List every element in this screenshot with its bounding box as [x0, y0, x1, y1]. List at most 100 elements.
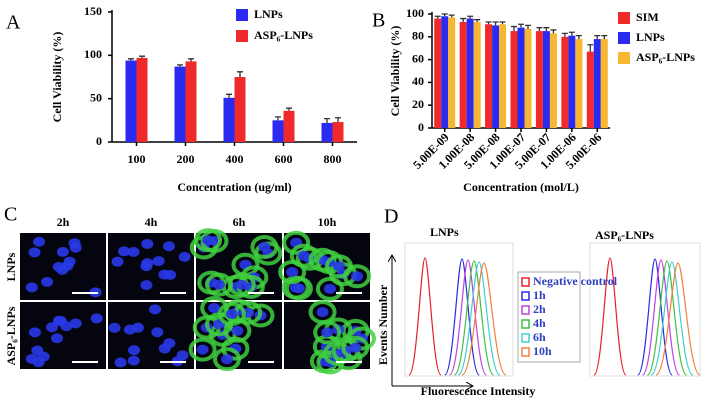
flow-histograms	[392, 242, 701, 386]
cytoplasm	[313, 320, 342, 345]
bar	[283, 110, 295, 142]
bar	[542, 31, 550, 129]
panel-letter: B	[372, 10, 385, 32]
histogram-curve	[449, 259, 487, 376]
error-bar	[511, 25, 517, 32]
error-bar	[335, 117, 341, 123]
nucleus	[332, 261, 345, 272]
x-tick-label: 800	[324, 152, 342, 166]
error-bar	[474, 19, 481, 22]
legend-swatch	[618, 32, 630, 44]
nucleus	[162, 241, 175, 252]
error-bar	[441, 13, 448, 17]
legend-label: 1h	[533, 288, 546, 302]
bar	[332, 122, 344, 142]
histogram-title: ASP₆-LNPs	[595, 228, 654, 242]
nucleus	[196, 344, 209, 355]
error-bar	[575, 35, 582, 40]
bar	[499, 24, 507, 128]
legend-label: 6h	[533, 330, 546, 344]
time-label: 4h	[145, 215, 158, 229]
panel-letter: D	[384, 206, 398, 228]
bar	[535, 31, 543, 129]
legend-swatch	[618, 12, 630, 24]
error-bar	[601, 35, 608, 40]
legend-label: ASP₆-LNPs	[254, 28, 313, 42]
nucleus	[176, 350, 189, 361]
nucleus	[152, 256, 165, 267]
error-bar	[550, 29, 557, 34]
bar	[223, 97, 235, 142]
error-bar	[536, 27, 543, 32]
histogram-curve	[408, 257, 442, 376]
y-tick-label: 0	[418, 120, 424, 134]
y-tick-label: 100	[84, 47, 102, 61]
error-bar	[286, 107, 292, 111]
x-tick-label: 400	[226, 152, 244, 166]
bar	[600, 39, 608, 128]
cytoplasm	[200, 296, 229, 321]
y-axis-label: Cell Viability (%)	[388, 26, 402, 117]
micrographs	[20, 228, 376, 375]
cytoplasm	[284, 276, 313, 301]
y-axis-label: Events Number	[376, 284, 390, 365]
legend-swatch	[521, 347, 530, 357]
cytoplasm	[250, 235, 279, 260]
error-bar	[594, 35, 601, 40]
y-tick-label: 100	[406, 6, 424, 20]
bar	[510, 31, 518, 129]
legend-swatch	[236, 30, 248, 42]
nucleus	[158, 343, 171, 354]
time-label: 10h	[318, 215, 337, 229]
error-bar	[434, 15, 441, 19]
nucleus	[69, 318, 82, 329]
bar	[561, 36, 569, 128]
error-bar	[467, 15, 474, 19]
y-tick-label: 20	[412, 97, 424, 111]
bar	[485, 24, 493, 128]
error-bar	[324, 117, 330, 123]
nucleus	[158, 269, 171, 280]
histogram-curve	[655, 262, 701, 376]
error-bar	[128, 58, 134, 61]
error-bar	[561, 32, 568, 37]
error-bar	[275, 116, 281, 121]
nucleus	[208, 303, 221, 314]
histogram-curve	[593, 257, 627, 376]
y-tick-label: 50	[90, 90, 102, 104]
legend-label: LNPs	[254, 7, 283, 21]
bar	[448, 17, 456, 129]
histogram-curve	[650, 261, 694, 376]
nucleus	[292, 283, 305, 294]
legend-swatch	[618, 52, 630, 64]
bar	[234, 77, 246, 142]
y-tick-label: 150	[84, 4, 102, 18]
nucleus	[69, 242, 82, 253]
error-bar	[492, 21, 499, 26]
cytoplasm	[282, 230, 311, 255]
x-axis-label: Concentration (ug/ml)	[177, 180, 291, 194]
cytoplasm	[188, 337, 217, 362]
error-bar	[188, 58, 194, 62]
legend-swatch	[521, 291, 530, 301]
nucleus	[202, 235, 215, 246]
y-axis-label: Cell Viability (%)	[50, 32, 64, 123]
bar	[473, 21, 481, 129]
bar	[136, 57, 148, 142]
panel-letter: C	[4, 204, 17, 226]
bar	[185, 61, 197, 142]
legend-swatch	[521, 277, 530, 287]
nucleus	[297, 250, 310, 261]
x-axis-label: Fluorescence Intensity	[421, 384, 536, 398]
nucleus	[286, 267, 299, 278]
error-bar	[568, 31, 575, 36]
error-bar	[460, 17, 467, 22]
y-tick-label: 80	[412, 29, 424, 43]
error-bar	[587, 44, 594, 52]
cytoplasm	[343, 264, 372, 289]
legend-label: Negative control	[533, 274, 618, 288]
nucleus	[140, 280, 153, 291]
nucleus	[33, 236, 46, 247]
legend-swatch	[521, 319, 530, 329]
time-label: 2h	[57, 215, 70, 229]
